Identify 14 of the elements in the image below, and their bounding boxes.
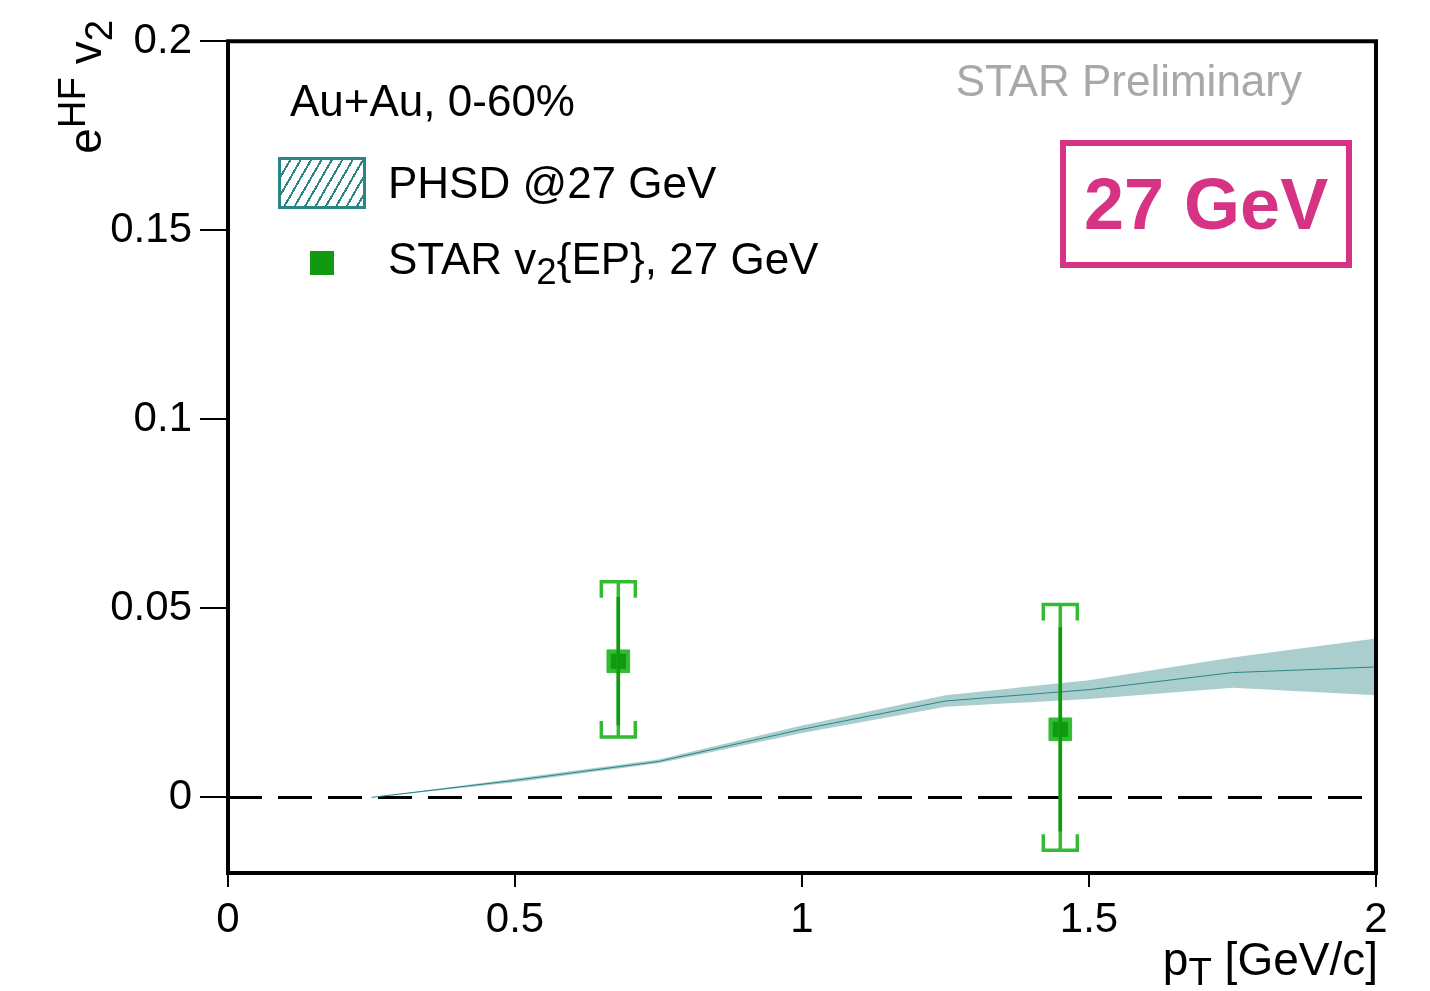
x-tick-label: 1.5 — [1059, 893, 1119, 941]
y-tick-label: 0.05 — [110, 581, 192, 629]
annotation: 27 GeV — [1060, 140, 1353, 268]
legend-label: STAR v$_{2}${EP}, 27 GeV — [388, 233, 819, 293]
annotation: Au+Au, 0-60% — [290, 76, 575, 126]
legend-label: PHSD @27 GeV — [388, 158, 717, 208]
x-tick-label: 0 — [216, 893, 240, 941]
y-tick-label: 0.1 — [133, 392, 192, 440]
x-tick-label: 0.5 — [485, 893, 545, 941]
annotation: STAR Preliminary — [955, 56, 1302, 106]
x-tick-label: 1 — [790, 893, 814, 941]
y-tick-label: 0.15 — [110, 203, 192, 251]
y-tick-label: 0.2 — [133, 14, 192, 62]
y-tick-label: 0 — [168, 770, 192, 818]
